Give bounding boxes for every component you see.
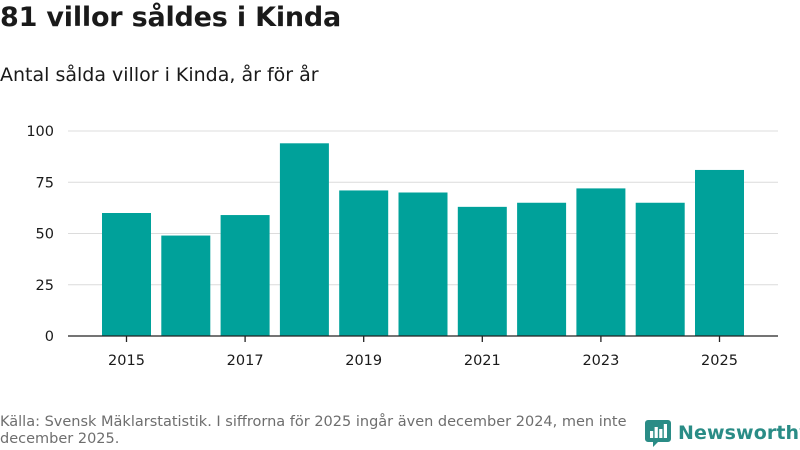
- bar-2017: [220, 215, 270, 336]
- y-tick-label: 100: [26, 124, 54, 140]
- bar-2023: [576, 188, 626, 336]
- bars: [102, 143, 744, 336]
- x-tick-label: 2023: [582, 353, 619, 369]
- bar-2020: [398, 192, 448, 336]
- bar-2016: [161, 235, 211, 336]
- bar-2019: [339, 190, 389, 336]
- x-axis-ticks: 2015 2017 2019 2021 2023 2025: [108, 336, 738, 369]
- x-tick-label: 2025: [701, 353, 738, 369]
- bar-2022: [517, 202, 567, 336]
- brand-name: Newsworthy: [678, 422, 800, 444]
- source-note: Källa: Svensk Mäklarstatistik. I siffror…: [0, 414, 627, 447]
- y-tick-label: 0: [45, 329, 54, 345]
- chart-title: 81 villor såldes i Kinda: [0, 2, 342, 33]
- newsworthy-logo-icon: [645, 420, 671, 447]
- bar-2025: [695, 169, 744, 336]
- y-tick-label: 75: [36, 175, 54, 191]
- y-tick-label: 25: [36, 278, 54, 294]
- y-axis-ticks: 0 25 50 75 100: [26, 124, 54, 345]
- bar-2015: [102, 213, 151, 336]
- x-tick-label: 2017: [227, 353, 264, 369]
- bar-2024: [635, 202, 685, 336]
- y-tick-label: 50: [36, 227, 54, 243]
- bar-2021: [457, 206, 507, 336]
- brand-logo: Newsworthy: [645, 418, 800, 448]
- bar-2018: [279, 143, 329, 336]
- chart-subtitle: Antal sålda villor i Kinda, år för år: [0, 64, 319, 86]
- x-tick-label: 2019: [345, 353, 382, 369]
- bar-chart: 0 25 50 75 100 2015 2017 2019 2021 2023 2025: [26, 124, 778, 369]
- x-tick-label: 2015: [108, 353, 145, 369]
- x-tick-label: 2021: [464, 353, 501, 369]
